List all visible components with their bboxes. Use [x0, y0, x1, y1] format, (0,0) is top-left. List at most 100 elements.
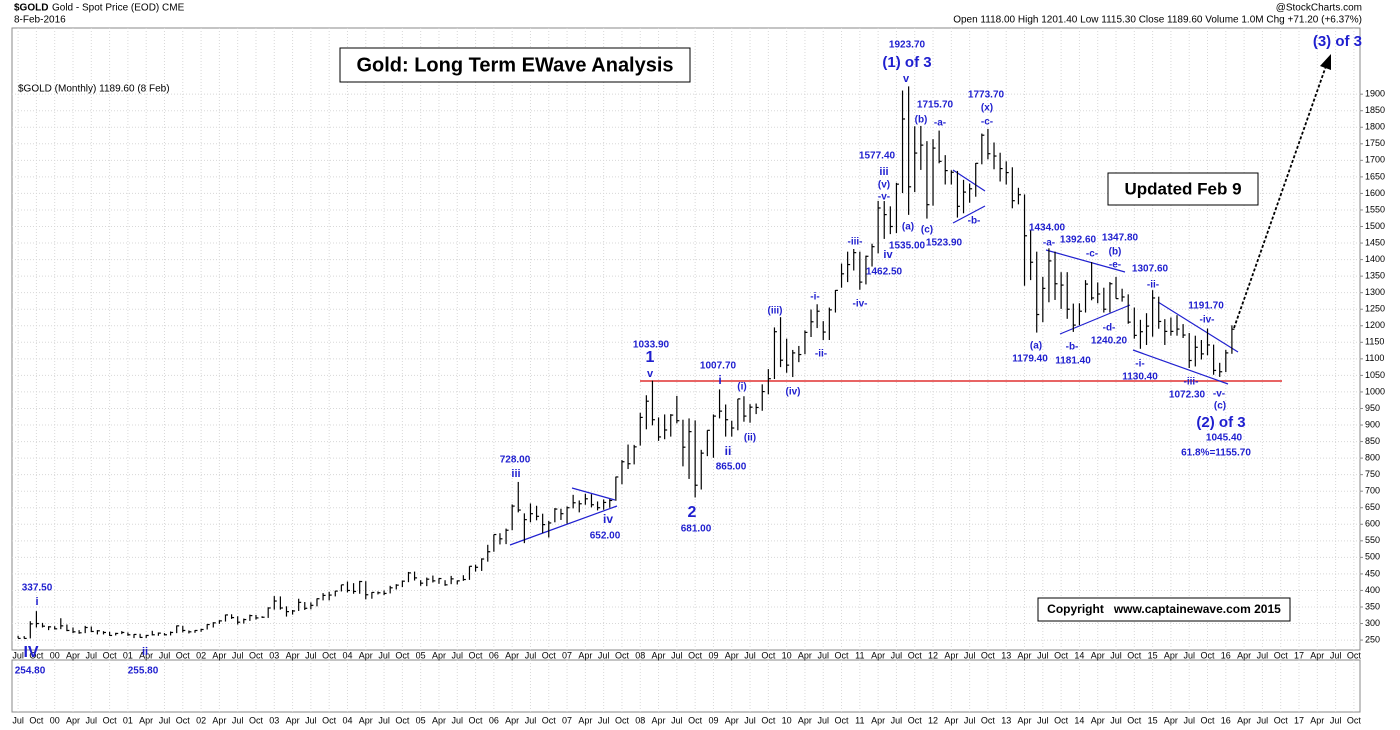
wave-label: (1) of 3 [882, 54, 931, 71]
wave-label: 1181.40 [1055, 356, 1091, 367]
x-tick-label: Jul [964, 715, 976, 725]
x-tick-label: Apr [505, 715, 519, 725]
wave-label: v [903, 73, 910, 85]
x-tick-label: Jul [12, 650, 24, 660]
x-tick-label: Apr [798, 650, 812, 660]
x-tick-label: Oct [469, 715, 484, 725]
x-tick-label: 07 [562, 650, 572, 660]
x-tick-label: Oct [1127, 650, 1142, 660]
y-tick-label: 1200 [1365, 320, 1385, 330]
wave-label: 254.80 [15, 666, 46, 677]
x-tick-label: Apr [1018, 650, 1032, 660]
x-tick-label: Jul [525, 715, 537, 725]
trendline [1157, 301, 1239, 353]
wave-label: 1033.90 [633, 340, 670, 351]
y-tick-label: 1300 [1365, 287, 1385, 297]
wave-label: (x) [981, 103, 993, 114]
wave-label: (2) of 3 [1196, 414, 1245, 431]
x-tick-label: Apr [1237, 715, 1251, 725]
x-tick-label: Jul [452, 650, 464, 660]
wave-label: (ii) [744, 433, 756, 444]
wave-label: 1715.70 [917, 100, 954, 111]
trendline [952, 205, 986, 224]
x-tick-label: Oct [981, 650, 996, 660]
x-tick-label: Jul [964, 650, 976, 660]
wave-label: 1130.40 [1122, 372, 1158, 383]
y-tick-label: 1350 [1365, 271, 1385, 281]
wave-label: iii [511, 468, 520, 480]
x-tick-label: 01 [123, 715, 133, 725]
wave-label: 865.00 [716, 462, 747, 473]
y-tick-label: 1900 [1365, 89, 1385, 99]
plot-frame [11, 27, 1361, 651]
x-tick-label: 03 [269, 715, 279, 725]
x-tick-label: Jul [1110, 650, 1122, 660]
x-tick-label: Oct [103, 650, 118, 660]
title-box [339, 47, 691, 83]
wave-label: -d- [1103, 323, 1116, 334]
arrow-head [1320, 54, 1331, 70]
y-tick-label: 600 [1365, 519, 1380, 529]
y-tick-label: 1750 [1365, 138, 1385, 148]
wave-label: 2 [688, 504, 697, 521]
x-tick-label: Apr [359, 715, 373, 725]
x-tick-label: Jul [1183, 650, 1195, 660]
x-tick-label: 10 [782, 715, 792, 725]
wave-label: 1240.20 [1091, 336, 1128, 347]
x-tick-label: Apr [432, 650, 446, 660]
update-note: Updated Feb 9 [1124, 179, 1241, 198]
x-tick-label: Oct [29, 715, 44, 725]
legend: $GOLD (Monthly) 1189.60 (8 Feb) [18, 84, 170, 95]
x-tick-label: Jul [1330, 650, 1342, 660]
chart-title: Gold: Long Term EWave Analysis [356, 54, 673, 76]
wave-label: 728.00 [500, 455, 531, 466]
x-tick-label: 05 [416, 715, 426, 725]
wave-label: -iii- [1184, 377, 1199, 388]
x-tick-label: Jul [232, 650, 244, 660]
x-tick-label: Apr [505, 650, 519, 660]
wave-label: i [35, 596, 38, 608]
y-tick-label: 1600 [1365, 188, 1385, 198]
x-tick-label: Oct [176, 650, 191, 660]
x-tick-label: 08 [635, 715, 645, 725]
x-tick-label: Apr [286, 715, 300, 725]
x-tick-label: 11 [855, 715, 864, 725]
x-tick-label: 06 [489, 715, 499, 725]
trendline [952, 169, 986, 192]
x-tick-label: Apr [359, 650, 373, 660]
y-tick-label: 250 [1365, 634, 1380, 644]
x-tick-label: 05 [416, 650, 426, 660]
wave-label: 652.00 [590, 531, 621, 542]
wave-label: IV [23, 644, 38, 661]
x-tick-label: Apr [871, 715, 885, 725]
x-tick-label: Apr [432, 715, 446, 725]
x-tick-label: 13 [1001, 650, 1011, 660]
copyright: Copyright www.captainewave.com 2015 [1047, 602, 1281, 616]
x-tick-label: Jul [817, 650, 829, 660]
x-tick-label: Jul [598, 650, 610, 660]
x-tick-label: Apr [725, 715, 739, 725]
wave-label: 681.00 [681, 524, 712, 535]
x-tick-label: Jul [378, 650, 390, 660]
x-tick-label: Apr [1091, 715, 1105, 725]
x-tick-label: 10 [782, 650, 792, 660]
x-tick-label: Apr [1310, 650, 1324, 660]
x-tick-label: Oct [322, 650, 337, 660]
x-tick-label: Jul [159, 715, 171, 725]
wave-label: -ii- [815, 349, 827, 360]
x-tick-label: Apr [1310, 715, 1324, 725]
x-tick-label: Apr [139, 715, 153, 725]
x-tick-label: Jul [452, 715, 464, 725]
wave-label: (a) [1030, 341, 1042, 352]
wave-label: 1307.60 [1132, 264, 1169, 275]
wave-label: (i) [737, 382, 746, 393]
wave-label: -b- [968, 216, 981, 227]
x-tick-label: Oct [835, 715, 850, 725]
x-tick-label: 07 [562, 715, 572, 725]
x-tick-label: Apr [1091, 650, 1105, 660]
wave-label: 1462.50 [866, 267, 903, 278]
x-tick-label: Jul [1183, 715, 1195, 725]
y-tick-label: 1150 [1365, 337, 1384, 347]
source: @StockCharts.com [1276, 3, 1362, 14]
wave-label: 1535.00 [889, 241, 926, 252]
